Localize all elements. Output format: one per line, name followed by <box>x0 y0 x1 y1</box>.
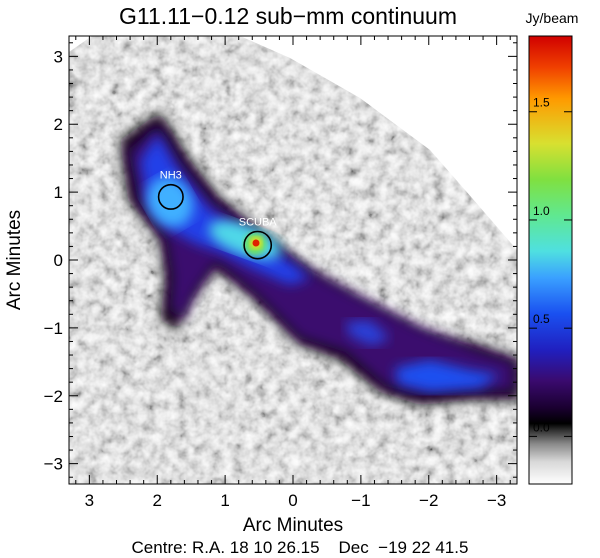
x-tick-label: −2 <box>419 491 438 510</box>
y-tick-label: −3 <box>44 455 63 474</box>
x-tick-label: −1 <box>351 491 370 510</box>
y-tick-label: 1 <box>54 183 63 202</box>
colorbar-tick-label: 1.5 <box>533 96 550 110</box>
y-tick-label: 0 <box>54 251 63 270</box>
annotation-circle <box>157 183 184 210</box>
y-tick-label: −1 <box>44 319 63 338</box>
annotation-label: NH3 <box>160 170 182 182</box>
filament-cyan-nh3 <box>146 176 194 228</box>
y-tick-label: 2 <box>54 115 63 134</box>
colorbar-ticks: 0.0 0.5 1.0 1.5 <box>529 96 572 437</box>
continuum-map <box>69 36 517 484</box>
colorbar-tick-label: 1.0 <box>533 204 550 218</box>
chart-title: G11.11−0.12 sub−mm continuum <box>119 3 457 29</box>
source-annotations: NH3 SCUBA <box>157 170 278 260</box>
x-tick-label: 0 <box>288 491 297 510</box>
coordinate-footer: Centre: R.A. 18 10 26.15 Dec −19 22 41.5 <box>132 538 469 557</box>
colorbar <box>528 35 573 485</box>
x-tick-label: −3 <box>487 491 506 510</box>
x-tick-label: 2 <box>153 491 162 510</box>
filament-blue-mid <box>345 320 390 346</box>
annotation-label: SCUBA <box>239 216 278 228</box>
x-tick-label: 1 <box>220 491 229 510</box>
colorbar-title: Jy/beam <box>526 10 579 26</box>
x-axis-label: Arc Minutes <box>243 515 343 536</box>
filament-body <box>128 124 515 395</box>
colorbar-tick-label: 0.5 <box>533 312 550 326</box>
filament-blue-tail <box>395 360 500 392</box>
x-tick-label: 3 <box>85 491 94 510</box>
y-tick-label: −2 <box>44 387 63 406</box>
core-red <box>252 239 260 247</box>
annotation-circle <box>243 230 273 260</box>
y-tick-label: 3 <box>54 47 63 66</box>
colorbar-tick-label: 0.0 <box>533 420 550 434</box>
axis-ticks: 3 2 1 0 −1 −2 −3 3 2 1 0 −1 −2 −3 <box>44 36 517 510</box>
y-axis-label: Arc Minutes <box>4 210 25 310</box>
